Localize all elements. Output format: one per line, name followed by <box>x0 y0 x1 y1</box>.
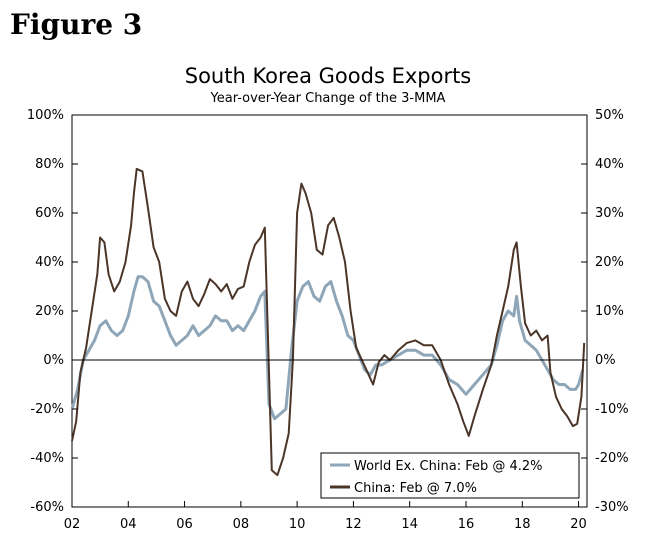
y-left-tick-label: 60% <box>35 206 64 221</box>
chart-title: South Korea Goods Exports <box>185 64 472 88</box>
x-tick-label: 18 <box>514 517 531 532</box>
y-right-tick-label: 20% <box>595 255 624 270</box>
x-tick-label: 10 <box>289 517 306 532</box>
y-left-tick-label: 40% <box>35 255 64 270</box>
x-tick-label: 20 <box>570 517 587 532</box>
legend-box <box>320 452 580 499</box>
x-tick-label: 06 <box>176 517 193 532</box>
x-tick-label: 04 <box>120 517 137 532</box>
y-right-tick-label: 50% <box>595 108 624 123</box>
x-tick-label: 16 <box>458 517 475 532</box>
y-right-tick-label: -10% <box>595 402 629 417</box>
legend-label-china: China: Feb @ 7.0% <box>354 481 477 496</box>
y-right-tick-label: 10% <box>595 304 624 319</box>
tick-layer: -60%-40%-20%0%20%40%60%80%100%-30%-20%-1… <box>27 108 629 532</box>
series-line-world-ex-china <box>70 275 585 421</box>
x-tick-label: 02 <box>64 517 81 532</box>
chart-subtitle: Year-over-Year Change of the 3-MMA <box>210 91 446 106</box>
y-left-tick-label: 100% <box>27 108 64 123</box>
legend-label-world: World Ex. China: Feb @ 4.2% <box>354 459 543 474</box>
y-left-tick-label: 0% <box>43 353 64 368</box>
y-left-tick-label: -60% <box>30 500 64 515</box>
y-left-tick-label: -20% <box>30 402 64 417</box>
y-right-tick-label: 0% <box>595 353 616 368</box>
x-tick-label: 12 <box>345 517 362 532</box>
series-line-china <box>71 167 586 477</box>
legend: World Ex. China: Feb @ 4.2% China: Feb @… <box>320 452 580 499</box>
y-right-tick-label: 30% <box>595 206 624 221</box>
x-tick-label: 08 <box>233 517 250 532</box>
y-left-tick-label: 80% <box>35 157 64 172</box>
y-right-tick-label: -20% <box>595 451 629 466</box>
y-right-tick-label: 40% <box>595 157 624 172</box>
y-right-tick-label: -30% <box>595 500 629 515</box>
y-left-tick-label: 20% <box>35 304 64 319</box>
figure-label: Figure 3 <box>10 8 143 41</box>
x-tick-label: 14 <box>401 517 418 532</box>
series-layer <box>70 167 586 477</box>
y-left-tick-label: -40% <box>30 451 64 466</box>
